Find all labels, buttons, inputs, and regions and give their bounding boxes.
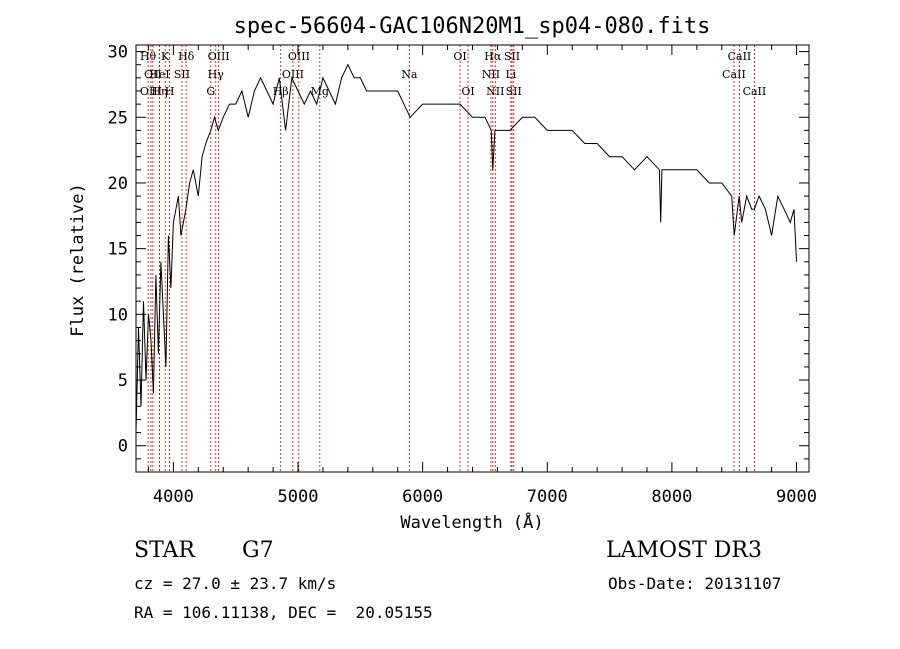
- x-tick-label: 7000: [527, 487, 568, 507]
- y-axis: 0 5 10 15 20 25 30: [108, 43, 809, 473]
- survey-name: LAMOST DR3: [606, 538, 762, 563]
- y-tick-label: 20: [108, 174, 128, 194]
- line-marker-label: Hη: [151, 85, 167, 98]
- line-marker-label: OI: [453, 50, 466, 63]
- x-axis-label: Wavelength (Å): [400, 511, 543, 533]
- line-marker-label: Na: [401, 68, 418, 81]
- plot-frame: [135, 44, 810, 473]
- y-tick-label: 25: [108, 108, 128, 128]
- spectrum-series: [135, 63, 797, 433]
- line-marker-label: K: [161, 50, 170, 63]
- y-tick-label: 0: [118, 437, 128, 457]
- y-tick-label: 10: [108, 305, 128, 325]
- x-axis: 4000 5000 6000 7000 8000 9000: [147, 45, 817, 507]
- line-marker-label: SII: [506, 85, 522, 98]
- x-tick-label: 4000: [153, 487, 194, 507]
- object-class: STAR: [134, 538, 195, 563]
- line-marker-label: Hα: [484, 50, 502, 63]
- line-marker-label: OI: [461, 85, 474, 98]
- line-marker-label: Hδ: [178, 50, 195, 63]
- object-subclass: G7: [242, 538, 274, 563]
- line-marker-label: Hγ: [208, 68, 225, 81]
- line-marker-label: OIII: [140, 85, 162, 98]
- x-tick-label: 8000: [651, 487, 692, 507]
- x-tick-label: 5000: [278, 487, 319, 507]
- y-tick-label: 15: [108, 240, 128, 260]
- line-marker-label: CaII: [722, 68, 746, 81]
- y-tick-label: 30: [108, 43, 128, 63]
- line-marker-label: SII: [174, 68, 190, 81]
- x-tick-label: 6000: [402, 487, 443, 507]
- spectrum-line: [135, 63, 797, 433]
- line-marker-label: G: [206, 85, 215, 98]
- observation-date: Obs-Date: 20131107: [608, 574, 782, 593]
- line-marker-label: HeI: [149, 68, 169, 81]
- line-marker-label: OII: [144, 68, 162, 81]
- y-axis-label: Flux (relative): [68, 183, 88, 337]
- spectral-line-markers: HθOIIOIIIHηKHeIHSIIHδGHγOIIIHβOIIIOIIIMg…: [140, 45, 766, 472]
- chart-title: spec-56604-GAC106N20M1_sp04-080.fits: [234, 14, 711, 39]
- y-tick-label: 5: [118, 371, 128, 391]
- line-marker-label: OIII: [208, 50, 230, 63]
- line-marker-label: CaII: [728, 50, 752, 63]
- x-tick-label: 9000: [776, 487, 817, 507]
- line-marker-label: NII: [482, 68, 500, 81]
- line-marker-label: H: [165, 85, 175, 98]
- line-marker-label: OIII: [282, 68, 304, 81]
- line-marker-label: OIII: [288, 50, 310, 63]
- line-marker-label: CaII: [743, 85, 767, 98]
- coordinates: RA = 106.11138, DEC = 20.05155: [134, 603, 433, 622]
- line-marker-label: NII: [486, 85, 504, 98]
- line-marker-label: Hθ: [140, 50, 157, 63]
- line-marker-label: Li: [505, 68, 516, 81]
- redshift-velocity: cz = 27.0 ± 23.7 km/s: [134, 574, 337, 593]
- line-marker-label: SII: [504, 50, 520, 63]
- spectrum-chart: spec-56604-GAC106N20M1_sp04-080.fits Hθ O…: [68, 14, 817, 533]
